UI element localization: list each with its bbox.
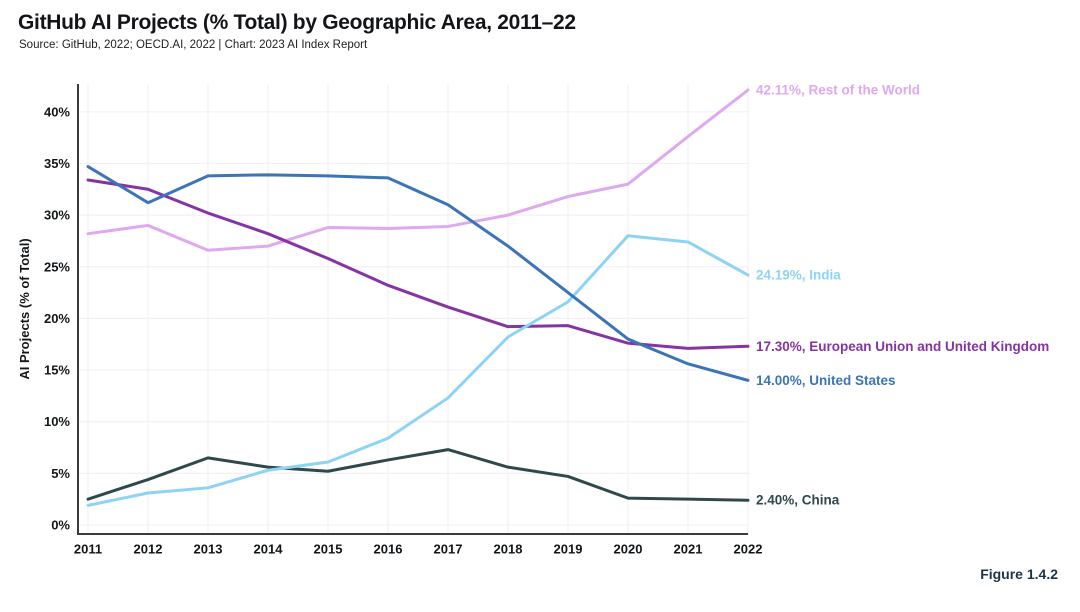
- end-label-india: 24.19%, India: [756, 268, 841, 283]
- line-european-union-and-united-kingdom: [86, 178, 750, 350]
- x-tick-label: 2016: [374, 542, 403, 557]
- x-tick-label: 2011: [74, 542, 102, 557]
- y-tick-label: 0%: [51, 518, 70, 533]
- end-label-united-states: 14.00%, United States: [756, 373, 896, 388]
- x-tick-label: 2013: [194, 542, 223, 557]
- x-tick-label: 2021: [674, 542, 703, 557]
- x-tick-label: 2017: [434, 542, 463, 557]
- y-tick-label: 25%: [44, 259, 70, 274]
- figure-number-label: Figure 1.4.2: [980, 566, 1058, 582]
- x-tick-label: 2020: [614, 542, 643, 557]
- x-tick-label: 2019: [554, 542, 583, 557]
- x-tick-label: 2022: [734, 542, 763, 557]
- line-rest-of-the-world: [86, 88, 750, 252]
- x-tick-label: 2012: [134, 542, 163, 557]
- x-tick-label: 2015: [314, 542, 343, 557]
- y-axis-title: AI Projects (% of Total): [17, 238, 32, 379]
- y-tick-label: 10%: [44, 414, 70, 429]
- line-china: [86, 448, 750, 502]
- y-tick-label: 5%: [51, 466, 70, 481]
- y-tick-label: 15%: [44, 363, 70, 378]
- y-tick-label: 40%: [44, 104, 70, 119]
- y-tick-label: 35%: [44, 156, 70, 171]
- end-label-china: 2.40%, China: [756, 493, 840, 508]
- chart-title: GitHub AI Projects (% Total) by Geograph…: [18, 11, 576, 34]
- y-tick-label: 20%: [44, 311, 70, 326]
- x-tick-label: 2014: [254, 542, 284, 557]
- line-india: [86, 234, 750, 507]
- end-label-rest-of-the-world: 42.11%, Rest of the World: [756, 83, 920, 98]
- end-label-european-union-and-united-kingdom: 17.30%, European Union and United Kingdo…: [756, 339, 1049, 354]
- y-tick-label: 30%: [44, 208, 70, 223]
- chart-subtitle: Source: GitHub, 2022; OECD.AI, 2022 | Ch…: [19, 39, 368, 51]
- x-tick-label: 2018: [494, 542, 523, 557]
- line-united-states: [86, 165, 750, 382]
